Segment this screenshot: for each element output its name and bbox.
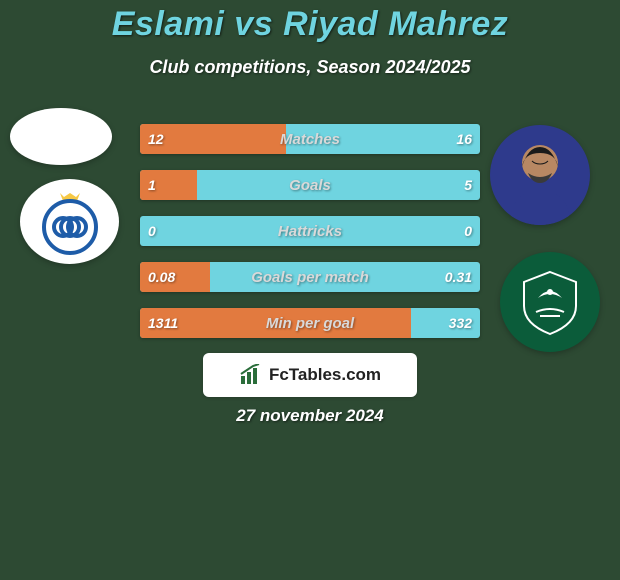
stat-row: 15Goals (140, 170, 480, 200)
stat-label: Matches (140, 124, 480, 154)
person-icon (490, 125, 590, 225)
stat-label: Goals (140, 170, 480, 200)
subtitle: Club competitions, Season 2024/2025 (0, 57, 620, 78)
page-title: Eslami vs Riyad Mahrez (0, 5, 620, 44)
comparison-card: Eslami vs Riyad Mahrez Club competitions… (0, 0, 620, 580)
brand-text: FcTables.com (269, 365, 381, 385)
stat-row: 1311332Min per goal (140, 308, 480, 338)
stat-label: Min per goal (140, 308, 480, 338)
stat-label: Hattricks (140, 216, 480, 246)
player-left-avatar (10, 108, 112, 165)
barchart-icon (239, 364, 263, 386)
stat-label: Goals per match (140, 262, 480, 292)
stat-row: 0.080.31Goals per match (140, 262, 480, 292)
date-line: 27 november 2024 (0, 406, 620, 426)
stat-row: 1216Matches (140, 124, 480, 154)
club-left-crest (20, 179, 119, 264)
crest-left-icon (30, 187, 110, 257)
fctables-logo[interactable]: FcTables.com (203, 353, 417, 397)
silhouette-icon (21, 117, 101, 157)
crest-right-icon (510, 262, 590, 342)
player-right-avatar (490, 125, 590, 225)
club-right-crest (500, 252, 600, 352)
stat-row: 00Hattricks (140, 216, 480, 246)
